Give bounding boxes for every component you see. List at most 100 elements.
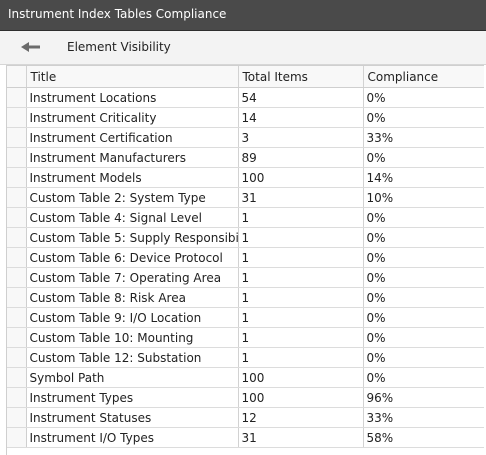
column-header-total-items[interactable]: Total Items bbox=[238, 66, 364, 88]
cell-title: Instrument Models bbox=[26, 167, 239, 188]
row-selector[interactable] bbox=[7, 147, 27, 168]
cell-compliance: 0% bbox=[363, 267, 484, 288]
header-row: Title Total Items Compliance bbox=[7, 66, 484, 88]
table-row[interactable]: Instrument Locations 54 0% bbox=[7, 87, 484, 108]
row-selector[interactable] bbox=[7, 267, 27, 288]
cell-title: Custom Table 9: I/O Location bbox=[26, 307, 239, 328]
cell-title: Custom Table 8: Risk Area bbox=[26, 287, 239, 308]
cell-title: Instrument Certification bbox=[26, 127, 239, 148]
cell-compliance: 0% bbox=[363, 227, 484, 248]
cell-total-items: 1 bbox=[238, 347, 364, 368]
row-selector[interactable] bbox=[7, 227, 27, 248]
cell-title: Custom Table 2: System Type bbox=[26, 187, 239, 208]
cell-total-items: 1 bbox=[238, 327, 364, 348]
column-header-title[interactable]: Title bbox=[26, 66, 239, 88]
cell-title: Custom Table 6: Device Protocol bbox=[26, 247, 239, 268]
window-title: Instrument Index Tables Compliance bbox=[8, 7, 227, 21]
table-row[interactable]: Instrument Statuses 12 33% bbox=[7, 407, 484, 428]
cell-title: Custom Table 5: Supply Responsibility bbox=[26, 227, 239, 248]
table-row[interactable]: Custom Table 12: Substation 1 0% bbox=[7, 347, 484, 368]
cell-compliance: 96% bbox=[363, 387, 484, 408]
cell-title: Instrument Manufacturers bbox=[26, 147, 239, 168]
cell-total-items: 12 bbox=[238, 407, 364, 428]
row-selector[interactable] bbox=[7, 167, 27, 188]
table-row[interactable]: Instrument Manufacturers 89 0% bbox=[7, 147, 484, 168]
compliance-table: Title Total Items Compliance Instrument … bbox=[7, 66, 484, 448]
cell-total-items: 3 bbox=[238, 127, 364, 148]
table-row[interactable]: Custom Table 2: System Type 31 10% bbox=[7, 187, 484, 208]
cell-compliance: 10% bbox=[363, 187, 484, 208]
cell-total-items: 100 bbox=[238, 387, 364, 408]
row-selector[interactable] bbox=[7, 307, 27, 328]
row-selector[interactable] bbox=[7, 387, 27, 408]
cell-compliance: 33% bbox=[363, 407, 484, 428]
table-row[interactable]: Custom Table 4: Signal Level 1 0% bbox=[7, 207, 484, 228]
cell-total-items: 31 bbox=[238, 427, 364, 448]
row-selector[interactable] bbox=[7, 407, 27, 428]
cell-total-items: 14 bbox=[238, 107, 364, 128]
table-row[interactable]: Instrument Criticality 14 0% bbox=[7, 107, 484, 128]
row-selector[interactable] bbox=[7, 247, 27, 268]
cell-total-items: 1 bbox=[238, 287, 364, 308]
cell-compliance: 0% bbox=[363, 287, 484, 308]
table-row[interactable]: Symbol Path 100 0% bbox=[7, 367, 484, 388]
compliance-grid: Title Total Items Compliance Instrument … bbox=[6, 65, 484, 455]
cell-compliance: 0% bbox=[363, 367, 484, 388]
row-selector[interactable] bbox=[7, 287, 27, 308]
row-selector[interactable] bbox=[7, 327, 27, 348]
cell-compliance: 0% bbox=[363, 327, 484, 348]
cell-total-items: 1 bbox=[238, 307, 364, 328]
table-row[interactable]: Instrument Models 100 14% bbox=[7, 167, 484, 188]
cell-title: Instrument Types bbox=[26, 387, 239, 408]
table-body: Instrument Locations 54 0% Instrument Criti… bbox=[7, 87, 484, 448]
cell-total-items: 89 bbox=[238, 147, 364, 168]
row-selector[interactable] bbox=[7, 347, 27, 368]
cell-compliance: 33% bbox=[363, 127, 484, 148]
table-row[interactable]: Instrument Types 100 96% bbox=[7, 387, 484, 408]
row-selector[interactable] bbox=[7, 87, 27, 108]
toolbar: Element Visibility bbox=[0, 31, 486, 65]
cell-total-items: 54 bbox=[238, 87, 364, 108]
cell-total-items: 100 bbox=[238, 167, 364, 188]
cell-title: Instrument Locations bbox=[26, 87, 239, 108]
table-row[interactable]: Instrument I/O Types 31 58% bbox=[7, 427, 484, 448]
cell-total-items: 1 bbox=[238, 207, 364, 228]
cell-title: Custom Table 10: Mounting bbox=[26, 327, 239, 348]
window-titlebar: Instrument Index Tables Compliance bbox=[0, 0, 486, 31]
arrow-left-icon bbox=[21, 42, 40, 52]
table-row[interactable]: Custom Table 8: Risk Area 1 0% bbox=[7, 287, 484, 308]
cell-total-items: 1 bbox=[238, 247, 364, 268]
row-selector[interactable] bbox=[7, 127, 27, 148]
table-row[interactable]: Custom Table 5: Supply Responsibility 1 0% bbox=[7, 227, 484, 248]
cell-title: Instrument Criticality bbox=[26, 107, 239, 128]
row-selector[interactable] bbox=[7, 427, 27, 448]
cell-compliance: 0% bbox=[363, 107, 484, 128]
table-row[interactable]: Custom Table 9: I/O Location 1 0% bbox=[7, 307, 484, 328]
table-row[interactable]: Custom Table 10: Mounting 1 0% bbox=[7, 327, 484, 348]
toolbar-label: Element Visibility bbox=[67, 40, 171, 54]
row-selector[interactable] bbox=[7, 207, 27, 228]
cell-title: Instrument I/O Types bbox=[26, 427, 239, 448]
row-selector[interactable] bbox=[7, 367, 27, 388]
row-selector[interactable] bbox=[7, 187, 27, 208]
cell-compliance: 0% bbox=[363, 247, 484, 268]
table-row[interactable]: Instrument Certification 3 33% bbox=[7, 127, 484, 148]
cell-total-items: 1 bbox=[238, 227, 364, 248]
cell-compliance: 0% bbox=[363, 87, 484, 108]
row-header-corner bbox=[7, 66, 27, 88]
cell-total-items: 100 bbox=[238, 367, 364, 388]
table-row[interactable]: Custom Table 6: Device Protocol 1 0% bbox=[7, 247, 484, 268]
cell-compliance: 58% bbox=[363, 427, 484, 448]
cell-title: Custom Table 7: Operating Area bbox=[26, 267, 239, 288]
cell-title: Custom Table 4: Signal Level bbox=[26, 207, 239, 228]
cell-compliance: 0% bbox=[363, 147, 484, 168]
back-button[interactable] bbox=[18, 37, 48, 57]
column-header-compliance[interactable]: Compliance bbox=[363, 66, 484, 88]
row-selector[interactable] bbox=[7, 107, 27, 128]
cell-compliance: 0% bbox=[363, 207, 484, 228]
cell-total-items: 1 bbox=[238, 267, 364, 288]
cell-title: Custom Table 12: Substation bbox=[26, 347, 239, 368]
table-row[interactable]: Custom Table 7: Operating Area 1 0% bbox=[7, 267, 484, 288]
cell-compliance: 0% bbox=[363, 347, 484, 368]
cell-title: Instrument Statuses bbox=[26, 407, 239, 428]
